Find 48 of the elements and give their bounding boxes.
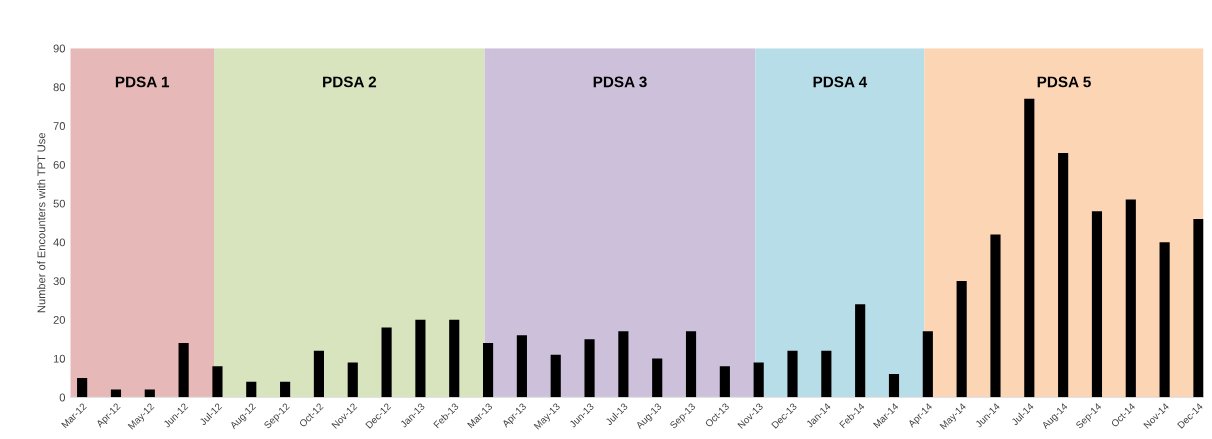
bar	[550, 354, 561, 398]
bar	[1125, 199, 1136, 398]
bar	[212, 366, 223, 398]
y-tick-label: 80	[53, 83, 65, 92]
bar	[888, 374, 900, 398]
band-label: PDSA 4	[813, 76, 868, 88]
y-tick-label: 60	[53, 160, 65, 169]
bar	[1193, 218, 1204, 398]
y-tick-label: 0	[59, 393, 65, 402]
y-tick-label: 10	[53, 354, 65, 363]
bar	[1058, 152, 1069, 398]
bar	[77, 377, 88, 398]
bar	[719, 366, 730, 398]
bar	[347, 362, 358, 398]
bar	[821, 350, 832, 398]
y-tick-label: 40	[53, 238, 65, 247]
bar	[618, 331, 629, 398]
bar	[956, 280, 967, 398]
y-axis-title: Number of Encounters with TPT Use	[37, 133, 46, 313]
y-tick-label: 90	[53, 44, 65, 53]
band-label: PDSA 5	[1037, 76, 1091, 88]
bar	[246, 381, 257, 398]
bar	[584, 339, 595, 398]
bar	[415, 319, 426, 398]
bar	[280, 381, 291, 398]
bar	[855, 304, 866, 398]
bar	[787, 350, 798, 398]
bar	[1024, 98, 1035, 398]
bar	[990, 234, 1001, 398]
y-tick-label: 70	[53, 122, 65, 130]
band-label: PDSA 3	[593, 76, 647, 88]
band-label: PDSA 1	[115, 76, 170, 88]
bar	[482, 343, 494, 398]
bar	[381, 327, 392, 398]
bar	[516, 335, 527, 398]
band-label: PDSA 2	[323, 76, 377, 88]
bar	[922, 331, 933, 398]
bar	[178, 343, 189, 398]
bar	[652, 358, 663, 398]
y-tick-label: 50	[53, 199, 65, 208]
bar	[313, 350, 324, 398]
y-tick-label: 20	[53, 316, 65, 324]
bar	[449, 319, 460, 398]
bar	[1159, 242, 1170, 398]
y-tick-label: 30	[53, 277, 65, 286]
bar	[685, 331, 697, 398]
bar	[1091, 211, 1103, 398]
bar	[753, 362, 764, 398]
